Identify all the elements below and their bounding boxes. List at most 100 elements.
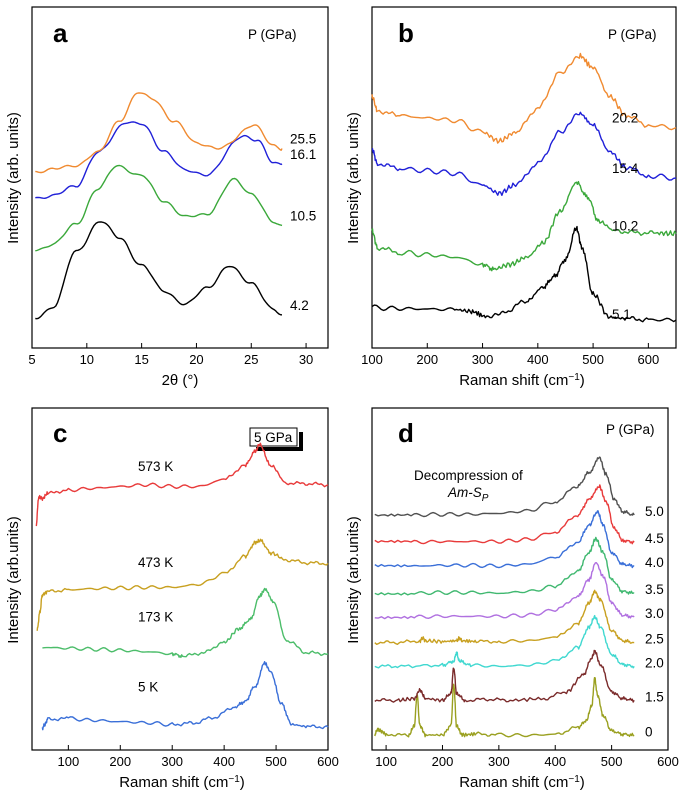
series-line-3.5 (374, 536, 635, 596)
series-line-3.0 (374, 562, 635, 620)
x-tick-label: 200 (416, 352, 438, 367)
series-label: 10.5 (290, 209, 316, 224)
series-line-10.2 (371, 180, 677, 272)
panel-a: a P (GPa) 5 10 15 20 25 30 4.2 10.5 16.125.5 2θ… (5, 6, 329, 389)
series-line-5-K (41, 661, 329, 731)
series-label: 4.2 (290, 298, 309, 313)
scale-bar-c: 5 GPa (249, 427, 303, 451)
x-tick-label: 300 (472, 352, 494, 367)
x-tick-label: 600 (317, 754, 339, 769)
series-line-4.2 (35, 221, 282, 320)
panel-b: b P (GPa) 100 200 300 400 500 600 5.1 10.2 15.4… (345, 6, 677, 389)
x-tick-label: 15 (134, 352, 148, 367)
x-tick-label: 30 (299, 352, 313, 367)
series-label: 3.5 (645, 582, 664, 597)
y-axis-title-c: Intensity (arb.units) (5, 516, 22, 644)
x-tick-label: 500 (265, 754, 287, 769)
x-ticks-d: 100 200 300 400 500 600 (375, 745, 679, 769)
series-line-473-K (36, 538, 329, 631)
series-b: 5.1 10.2 15.4 20.2 (371, 52, 677, 323)
legend-title-a: P (GPa) (248, 27, 297, 42)
panel-letter-c: c (53, 418, 67, 448)
annotation-am-s: Am-S (447, 485, 482, 500)
x-ticks-b: 100 200 300 400 500 600 (361, 343, 659, 367)
series-label: 5 K (138, 679, 158, 694)
x-ticks-a: 5 10 15 20 25 30 (28, 343, 313, 367)
series-label: 4.0 (645, 555, 664, 570)
scale-bar-label: 5 GPa (254, 430, 293, 445)
x-tick-label: 300 (488, 754, 510, 769)
x-tick-label: 100 (375, 754, 397, 769)
x-tick-label: 200 (109, 754, 131, 769)
series-label: 0 (645, 724, 653, 739)
series-label: 25.5 (290, 132, 316, 147)
x-tick-label: 10 (80, 352, 94, 367)
series-label: 4.5 (645, 531, 664, 546)
x-tick-label: 25 (244, 352, 258, 367)
series-line-10.5 (35, 164, 283, 252)
series-line-2.5 (374, 589, 635, 645)
legend-title-b: P (GPa) (608, 27, 657, 42)
x-tick-label: 100 (57, 754, 79, 769)
series-line-5.1 (371, 225, 677, 323)
series-label: 573 K (138, 459, 173, 474)
series-line-16.1 (35, 121, 283, 199)
panel-letter-a: a (53, 18, 68, 48)
plot-frame-a (31, 6, 329, 349)
panel-d: d P (GPa) Decompression of Am-SP 100 200 3… (345, 407, 679, 791)
x-axis-title-c: Raman shift (cm−1) (119, 774, 245, 791)
x-axis-title-a: 2θ (°) (162, 372, 199, 389)
series-line-173-K (42, 587, 329, 659)
series-line-573-K (35, 442, 329, 527)
x-tick-label: 400 (213, 754, 235, 769)
series-label: 20.2 (612, 111, 638, 126)
series-a: 4.2 10.5 16.125.5 (35, 92, 316, 320)
series-label: 10.2 (612, 219, 638, 234)
series-label: 173 K (138, 609, 173, 624)
series-line-4.0 (374, 510, 635, 569)
series-label: 5.0 (645, 504, 664, 519)
legend-title-d: P (GPa) (606, 422, 655, 437)
x-tick-label: 20 (189, 352, 203, 367)
annotation-decompression-line1: Decompression of (414, 468, 523, 483)
scale-bar-box (249, 427, 298, 447)
series-label: 2.5 (645, 632, 664, 647)
x-tick-label: 400 (544, 754, 566, 769)
plot-frame-c (31, 407, 329, 751)
panel-c: c 5 GPa 100 200 300 400 500 600 5 K 173 K 473 K… (5, 407, 339, 791)
series-d: 0 1.5 2.0 2.5 3.0 3.5 4.0 4.5 5.0 (374, 456, 664, 739)
series-label: 15.4 (612, 161, 639, 176)
x-tick-label: 300 (161, 754, 183, 769)
panel-letter-b: b (398, 18, 414, 48)
series-line-25.5 (35, 92, 283, 174)
series-line-2.0 (374, 614, 635, 669)
panel-letter-d: d (398, 418, 414, 448)
x-tick-label: 600 (638, 352, 660, 367)
x-axis-title-d: Raman shift (cm−1) (459, 774, 585, 791)
x-tick-label: 500 (601, 754, 623, 769)
plot-frame-d (371, 407, 669, 751)
x-tick-label: 400 (527, 352, 549, 367)
y-axis-title-d: Intensity (arb.units) (345, 516, 362, 644)
series-label: 1.5 (645, 689, 664, 704)
series-label: 2.0 (645, 655, 664, 670)
series-line-5.0 (374, 456, 635, 518)
series-c: 5 K 173 K 473 K 573 K (35, 442, 329, 731)
x-tick-label: 200 (432, 754, 454, 769)
series-line-20.2 (371, 52, 677, 144)
y-axis-title-a: Intensity (arb. units) (5, 112, 22, 244)
x-tick-label: 5 (28, 352, 35, 367)
series-label: 5.1 (612, 307, 631, 322)
series-label: 16.1 (290, 147, 316, 162)
series-line-1.5 (374, 649, 635, 703)
annotation-subscript-p: P (482, 493, 489, 504)
x-tick-label: 600 (657, 754, 679, 769)
x-ticks-c: 100 200 300 400 500 600 (57, 745, 339, 769)
y-axis-title-b: Intensity (arb. units) (345, 112, 362, 244)
series-label: 3.0 (645, 606, 664, 621)
x-axis-title-b: Raman shift (cm−1) (459, 372, 585, 389)
series-label: 473 K (138, 555, 173, 570)
annotation-decompression-line2: Am-SP (447, 485, 489, 504)
plot-frame-b (371, 6, 677, 349)
